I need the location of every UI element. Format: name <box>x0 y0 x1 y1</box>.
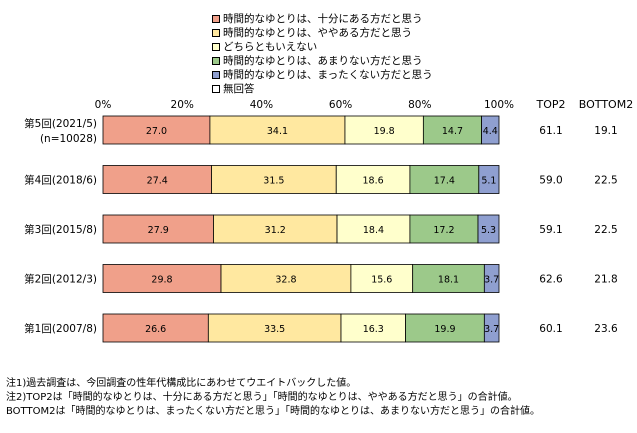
legend-label: 時間的なゆとりは、十分にある方だと思う <box>223 13 423 25</box>
top2-value: 60.1 <box>539 323 562 335</box>
category-sample-size: (n=10028) <box>40 133 97 145</box>
data-label: 14.7 <box>442 126 463 137</box>
bar-segment <box>477 214 500 244</box>
bar-segment <box>207 313 342 343</box>
legend-label: 無回答 <box>223 83 255 95</box>
legend-label: 時間的なゆとりは、ややある方だと思う <box>223 27 412 39</box>
data-label: 18.6 <box>362 176 383 187</box>
data-label: 19.8 <box>374 126 395 137</box>
summary-header-top2: TOP2 <box>535 98 565 111</box>
legend-swatch <box>212 29 220 37</box>
legend-swatch <box>212 15 220 23</box>
data-label: 17.4 <box>434 176 455 187</box>
bar-segment <box>220 264 352 293</box>
top2-value: 62.6 <box>539 274 563 286</box>
bar-segment <box>209 115 346 145</box>
category-label: 第3回(2015/8) <box>24 223 97 236</box>
data-label: 5.1 <box>481 176 496 187</box>
bottom2-value: 23.6 <box>594 323 618 335</box>
legend-label: 時間的なゆとりは、まったくない方だと思う <box>223 69 433 81</box>
bar-segment <box>102 165 212 194</box>
bar-segment <box>211 165 337 194</box>
x-tick-label: 20% <box>171 99 194 111</box>
data-label: 32.8 <box>275 275 296 286</box>
summary-header-bottom2: BOTTOM2 <box>579 98 633 111</box>
data-label: 33.5 <box>264 324 285 335</box>
note-1: 注1)過去調査は、今回調査の性年代構成比にあわせてウエイトバックした値。 <box>6 378 357 389</box>
chart-legend: 時間的なゆとりは、十分にある方だと思う 時間的なゆとりは、ややある方だと思う どちら… <box>212 12 433 96</box>
data-label: 27.9 <box>148 225 169 236</box>
top2-value: 59.1 <box>539 224 562 236</box>
bottom2-value: 22.5 <box>594 175 617 187</box>
bar-segment <box>409 165 480 194</box>
bar-segment <box>102 313 209 343</box>
data-label: 15.6 <box>371 275 392 286</box>
legend-item: 時間的なゆとりは、あまりない方だと思う <box>212 54 433 68</box>
legend-item: 時間的なゆとりは、ややある方だと思う <box>212 26 433 40</box>
bar-segment <box>405 313 485 343</box>
top2-value: 61.1 <box>539 125 562 137</box>
legend-swatch <box>212 85 220 93</box>
x-tick-label: 80% <box>408 99 431 111</box>
data-label: 16.3 <box>363 324 384 335</box>
top2-value: 59.0 <box>539 175 562 187</box>
bar-segment <box>350 264 414 293</box>
legend-item: どちらともいえない <box>212 40 433 54</box>
category-label: 第1回(2007/8) <box>24 322 97 335</box>
data-label: 27.4 <box>147 176 168 187</box>
note-2: 注2)TOP2は「時間的なゆとりは、十分にある方だと思う」「時間的なゆとりは、や… <box>6 392 518 403</box>
data-label: 31.5 <box>263 176 284 187</box>
data-label: 26.6 <box>145 324 166 335</box>
data-label: 18.4 <box>363 225 384 236</box>
chart-notes: 注1)過去調査は、今回調査の性年代構成比にあわせてウエイトバックした値。 注2)… <box>6 377 540 419</box>
bar-segment <box>481 115 500 145</box>
bar-segment <box>409 214 479 244</box>
bar-segment <box>335 165 411 194</box>
data-label: 31.2 <box>265 225 286 236</box>
bar-segment <box>102 264 222 293</box>
bottom2-value: 22.5 <box>594 224 617 236</box>
data-label: 3.7 <box>484 275 499 286</box>
bar-segment <box>213 214 338 244</box>
legend-item: 時間的なゆとりは、まったくない方だと思う <box>212 68 433 82</box>
legend-item: 時間的なゆとりは、十分にある方だと思う <box>212 12 433 26</box>
data-label: 34.1 <box>267 126 288 137</box>
data-label: 27.0 <box>146 126 167 137</box>
bar-segment <box>344 115 424 145</box>
x-tick-label: 40% <box>250 99 273 111</box>
data-label: 5.3 <box>481 225 496 236</box>
legend-item: 無回答 <box>212 82 433 96</box>
data-label: 4.4 <box>483 126 498 137</box>
legend-swatch <box>212 57 220 65</box>
bar-segment <box>102 115 211 145</box>
data-label: 3.7 <box>484 324 499 335</box>
data-label: 18.1 <box>438 275 459 286</box>
legend-label: 時間的なゆとりは、あまりない方だと思う <box>223 55 423 67</box>
category-label: 第5回(2021/5) <box>24 117 97 130</box>
data-label: 19.9 <box>434 324 455 335</box>
bar-segment <box>336 214 411 244</box>
legend-swatch <box>212 43 220 51</box>
bar-segment <box>478 165 500 194</box>
data-label: 17.2 <box>433 225 454 236</box>
data-label: 29.8 <box>151 275 172 286</box>
category-label: 第2回(2012/3) <box>24 273 97 286</box>
category-label: 第4回(2018/6) <box>24 174 97 187</box>
bar-segment <box>483 313 500 343</box>
x-tick-label: 100% <box>484 99 514 111</box>
legend-label: どちらともいえない <box>223 41 318 53</box>
x-tick-label: 0% <box>95 99 112 111</box>
legend-swatch <box>212 71 220 79</box>
bar-segment <box>483 264 500 293</box>
bar-segment <box>412 264 485 293</box>
bottom2-value: 19.1 <box>594 125 617 137</box>
bottom2-value: 21.8 <box>594 274 617 286</box>
note-3: BOTTOM2は「時間的なゆとりは、まったくない方だと思う」「時間的なゆとりは、… <box>6 406 541 417</box>
x-tick-label: 60% <box>329 99 352 111</box>
